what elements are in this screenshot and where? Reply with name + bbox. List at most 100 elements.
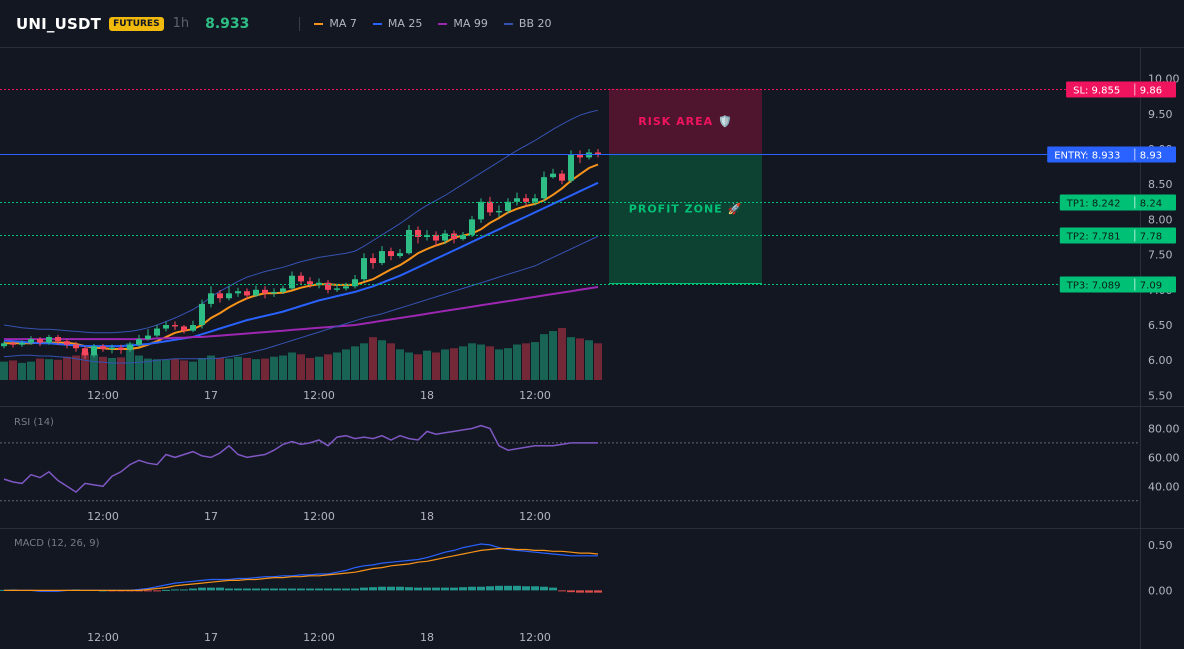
time-tick-label: 12:00: [519, 510, 551, 523]
candle: [559, 170, 565, 185]
trade-zones: RISK AREA 🛡️ PROFIT ZONE 🚀: [609, 88, 762, 285]
volume-bar: [189, 361, 197, 380]
volume-bar: [432, 352, 440, 380]
volume-bar: [513, 344, 521, 380]
rsi-line: [3, 424, 598, 494]
candle: [316, 278, 322, 289]
candle-body: [100, 346, 106, 349]
rsi-tick-label: 80.00: [1148, 422, 1180, 435]
volume-bar: [315, 356, 323, 380]
macd-histogram-bar: [432, 587, 440, 591]
candle-body: [163, 325, 169, 329]
candle: [190, 320, 196, 333]
candle: [199, 299, 205, 329]
volume-bar: [54, 359, 62, 380]
candle-body: [136, 339, 142, 345]
candle: [298, 272, 304, 285]
time-tick-label: 12:00: [87, 631, 119, 644]
legend-item[interactable]: BB 20: [503, 17, 552, 30]
legend-item[interactable]: MA 7: [314, 17, 357, 30]
macd-histogram-bar: [423, 587, 431, 591]
level-tag-label: SL: 9.855: [1073, 86, 1120, 97]
macd-histogram-bar: [387, 586, 395, 591]
time-tick-label: 12:00: [303, 631, 335, 644]
indicator-legend: MA 7 MA 25 MA 99 BB 20: [314, 17, 567, 30]
volume-bar: [486, 346, 494, 380]
candle: [424, 229, 430, 241]
candle: [181, 325, 187, 334]
candle-body: [217, 293, 223, 299]
legend-item[interactable]: MA 25: [372, 17, 422, 30]
volume-bar: [567, 337, 575, 380]
volume-bar: [261, 358, 269, 380]
candle: [271, 288, 277, 297]
volume-bar: [45, 359, 53, 380]
level-tag-value: 8.24: [1140, 199, 1162, 210]
volume-bar: [288, 352, 296, 380]
volume-bar: [18, 362, 26, 380]
macd-histogram-bar: [396, 586, 404, 591]
level-tag-bg: [1047, 146, 1176, 163]
candle-body: [253, 289, 259, 296]
chart-header: UNI_USDT FUTURES 1h 8.933 MA 7 MA 25 MA 99…: [0, 0, 1184, 48]
candle-body: [190, 325, 196, 331]
candle: [361, 253, 367, 282]
macd-histogram-bar: [513, 585, 521, 591]
volume-bar: [27, 361, 35, 380]
candle-body: [451, 233, 457, 240]
volume-bar: [36, 358, 44, 380]
legend-item[interactable]: MA 99: [438, 17, 488, 30]
macd-tick-label: 0.50: [1148, 539, 1173, 552]
candle: [19, 340, 25, 347]
macd-histogram-bar: [414, 587, 422, 591]
candle-body: [46, 336, 52, 343]
header-divider: [299, 16, 301, 31]
volume-bar: [594, 343, 602, 380]
macd-histogram-bar: [288, 588, 296, 591]
macd-histogram-bar: [315, 588, 323, 591]
price-tick-label: 7.50: [1148, 249, 1173, 262]
candle: [82, 346, 88, 359]
candle: [37, 336, 43, 347]
macd-histogram-bar: [261, 588, 269, 591]
candle: [208, 286, 214, 308]
price-tick-label: 6.50: [1148, 319, 1173, 332]
candle: [406, 225, 412, 255]
futures-badge: FUTURES: [109, 16, 164, 31]
level-tag-value: 9.86: [1140, 86, 1162, 97]
candle: [370, 253, 376, 269]
price-chart[interactable]: 10.009.509.008.508.007.507.006.506.005.5…: [0, 48, 1184, 649]
volume-bar: [81, 352, 89, 380]
macd-signal-line: [4, 547, 599, 591]
time-axis: 12:00 17 12:00 18 12:00: [87, 389, 551, 402]
time-tick-label: 17: [204, 389, 218, 402]
macd-histogram-bar: [162, 589, 170, 591]
candle-body: [280, 288, 286, 292]
volume-bar: [306, 357, 314, 380]
rsi-tick-label: 60.00: [1148, 451, 1180, 464]
candle-body: [469, 219, 475, 235]
candle-body: [568, 154, 574, 181]
macd-title: MACD (12, 26, 9): [14, 538, 100, 549]
volume-bar: [216, 357, 224, 380]
indicator-bb-lower: [3, 235, 599, 364]
candle-body: [397, 253, 403, 257]
candle-body: [541, 177, 547, 199]
level-tag-label: TP3: 7.089: [1066, 281, 1121, 292]
candle: [352, 275, 358, 289]
level-tag-label: ENTRY: 8.933: [1054, 151, 1120, 162]
risk-area-box: [609, 88, 762, 154]
candle: [397, 248, 403, 259]
macd-histogram-bar: [279, 588, 287, 591]
volume-bar: [0, 361, 8, 380]
candle-body: [388, 251, 394, 257]
symbol-name[interactable]: UNI_USDT: [16, 14, 102, 33]
candle-body: [424, 234, 430, 237]
macd-histogram-bar: [549, 587, 557, 591]
candle-body: [28, 339, 34, 343]
candle-body: [505, 201, 511, 211]
volume-bar: [144, 358, 152, 380]
macd-histogram-bar: [369, 587, 377, 591]
volume-bar: [252, 359, 260, 380]
interval-selector[interactable]: 1h: [172, 16, 190, 31]
